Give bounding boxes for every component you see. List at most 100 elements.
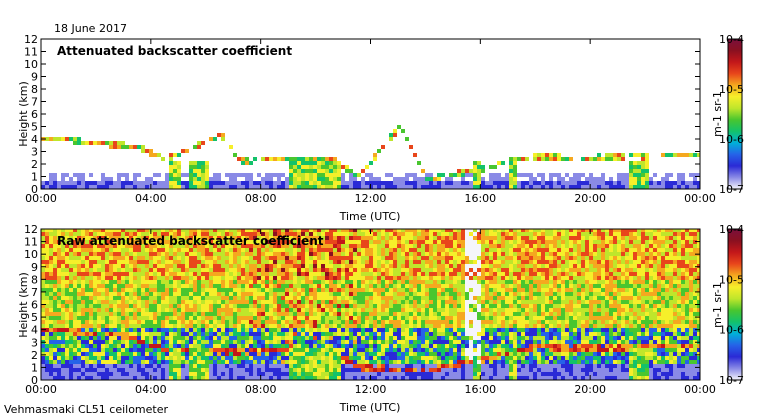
heatmap-cell (369, 268, 373, 272)
heatmap-cell (361, 312, 365, 316)
heatmap-cell (233, 376, 237, 380)
heatmap-cell (401, 344, 405, 348)
heatmap-cell (213, 356, 217, 360)
heatmap-cell (601, 177, 605, 181)
heatmap-cell (445, 372, 449, 376)
heatmap-cell (361, 324, 365, 328)
heatmap-cell (293, 372, 297, 376)
heatmap-cell (269, 304, 273, 308)
heatmap-cell (289, 372, 293, 376)
heatmap-cell (97, 268, 101, 272)
heatmap-cell (249, 260, 253, 264)
heatmap-cell (313, 304, 317, 308)
heatmap-cell (449, 288, 453, 292)
colorbar: 10-710-610-510-4 m-1 sr-1 (711, 33, 744, 196)
heatmap-cell (437, 376, 441, 380)
heatmap-cell (117, 177, 121, 181)
heatmap-cell (361, 177, 365, 181)
heatmap-cell (401, 260, 405, 264)
heatmap-cell (333, 236, 337, 240)
heatmap-cell (617, 173, 621, 177)
heatmap-cell (317, 300, 321, 304)
heatmap-cell (513, 161, 517, 165)
heatmap-cell (509, 177, 513, 181)
heatmap-cell (373, 356, 377, 360)
heatmap-cell (261, 288, 265, 292)
heatmap-cell (253, 368, 257, 372)
heatmap-cell (445, 356, 449, 360)
heatmap-cell (257, 344, 261, 348)
heatmap-cell (245, 372, 249, 376)
heatmap-cell (381, 324, 385, 328)
heatmap-cell (81, 276, 85, 280)
y-tick-label: 3 (31, 146, 38, 159)
heatmap-cell (209, 240, 213, 244)
heatmap-cell (169, 177, 173, 181)
heatmap-cell (289, 229, 293, 232)
heatmap-cell (193, 372, 197, 376)
heatmap-cell (89, 340, 93, 344)
heatmap-cell (317, 324, 321, 328)
heatmap-cell (325, 284, 329, 288)
heatmap-cell (153, 185, 157, 189)
heatmap-cell (437, 300, 441, 304)
heatmap-cell (457, 308, 461, 312)
heatmap-cell (49, 276, 53, 280)
heatmap-cell (381, 292, 385, 296)
heatmap-cell (641, 185, 645, 189)
heatmap-cell (425, 272, 429, 276)
heatmap-cell (245, 173, 249, 177)
heatmap-cell (609, 181, 613, 185)
heatmap-cell (565, 185, 569, 189)
heatmap-cell (289, 161, 293, 165)
heatmap-cell (73, 276, 77, 280)
heatmap-cell (441, 312, 445, 316)
heatmap-cell (417, 352, 421, 356)
heatmap-cell (233, 312, 237, 316)
heatmap-cell (221, 336, 225, 340)
heatmap-cell (189, 324, 193, 328)
heatmap-cell (245, 244, 249, 248)
heatmap-cell (413, 296, 417, 300)
heatmap-cell (137, 240, 141, 244)
heatmap-cell (73, 308, 77, 312)
heatmap-cell (153, 268, 157, 272)
heatmap-cell (77, 336, 81, 340)
heatmap-cell (645, 185, 649, 189)
heatmap-cell (69, 312, 73, 316)
heatmap-cell (401, 312, 405, 316)
heatmap-cell (361, 229, 365, 232)
heatmap-cell (421, 324, 425, 328)
heatmap-cell (217, 316, 221, 320)
heatmap-cell (101, 304, 105, 308)
heatmap-cell (213, 288, 217, 292)
heatmap-cell (209, 328, 213, 332)
heatmap-cell (277, 352, 281, 356)
heatmap-cell (197, 145, 201, 149)
heatmap-cell (413, 356, 417, 360)
heatmap-cell (349, 340, 353, 344)
heatmap-cell (225, 248, 229, 252)
heatmap-cell (381, 248, 385, 252)
heatmap-cell (193, 272, 197, 276)
heatmap-cell (469, 344, 473, 348)
heatmap-cell (61, 248, 65, 252)
heatmap-cell (101, 360, 105, 364)
heatmap-cell (285, 284, 289, 288)
heatmap-cell (77, 364, 81, 368)
heatmap-cell (217, 244, 221, 248)
heatmap-cell (121, 312, 125, 316)
heatmap-cell (225, 324, 229, 328)
heatmap-cell (425, 352, 429, 356)
heatmap-cell (289, 272, 293, 276)
heatmap-cell (57, 340, 61, 344)
heatmap-cell (137, 185, 141, 189)
heatmap-cell (365, 260, 369, 264)
heatmap-cell (289, 360, 293, 364)
heatmap-cell (213, 232, 217, 236)
heatmap-cell (365, 336, 369, 340)
heatmap-cell (297, 324, 301, 328)
heatmap-cell (357, 328, 361, 332)
heatmap-cell (245, 288, 249, 292)
heatmap-cell (257, 229, 261, 232)
